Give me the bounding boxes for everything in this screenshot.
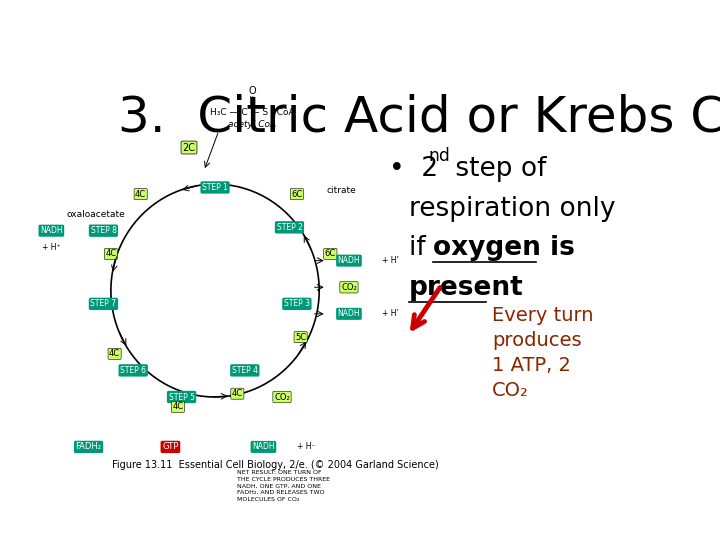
Text: H₃C — C — S   CoA: H₃C — C — S CoA: [210, 108, 294, 117]
Text: Figure 13.11  Essential Cell Biology, 2/e. (© 2004 Garland Science): Figure 13.11 Essential Cell Biology, 2/e…: [112, 460, 439, 470]
Text: STEP 6: STEP 6: [120, 366, 146, 375]
Text: 6C: 6C: [292, 190, 302, 199]
Text: Every turn
produces
1 ATP, 2
CO₂: Every turn produces 1 ATP, 2 CO₂: [492, 306, 593, 400]
Text: 5C: 5C: [295, 333, 306, 342]
Text: oxaloacetate: oxaloacetate: [66, 210, 125, 219]
Text: 4C: 4C: [109, 349, 120, 358]
Text: STEP 5: STEP 5: [168, 393, 194, 402]
Text: + H⁺: + H⁺: [42, 243, 60, 252]
Text: 4C: 4C: [105, 249, 117, 259]
Text: + H’: + H’: [382, 309, 400, 319]
Text: STEP 3: STEP 3: [284, 299, 310, 308]
Text: STEP 4: STEP 4: [232, 366, 258, 375]
Text: 4C: 4C: [135, 190, 146, 199]
Text: if: if: [409, 235, 434, 261]
Text: STEP 2: STEP 2: [276, 223, 302, 232]
Text: GTP: GTP: [162, 442, 179, 451]
Text: 4C: 4C: [232, 389, 243, 398]
Text: respiration only: respiration only: [409, 196, 616, 222]
Text: citrate: citrate: [327, 186, 356, 195]
Text: nd: nd: [428, 147, 451, 165]
Text: O: O: [248, 86, 256, 96]
Text: NET RESULT: ONE TURN OF
THE CYCLE PRODUCES THREE
NADH, ONE GTP, AND ONE
FADH₂, A: NET RESULT: ONE TURN OF THE CYCLE PRODUC…: [238, 470, 330, 502]
Text: 2C: 2C: [182, 143, 196, 152]
Text: 4C: 4C: [172, 402, 184, 411]
Text: CO₂: CO₂: [341, 283, 357, 292]
Text: STEP 1: STEP 1: [202, 183, 228, 192]
Text: 3.  Citric Acid or Krebs Cylce: 3. Citric Acid or Krebs Cylce: [118, 94, 720, 142]
Text: + H’: + H’: [382, 256, 400, 265]
Text: NADH: NADH: [338, 309, 360, 319]
Text: NADH: NADH: [252, 442, 275, 451]
Text: present: present: [409, 275, 524, 301]
Text: 6C: 6C: [325, 249, 336, 259]
Text: oxygen is: oxygen is: [433, 235, 575, 261]
Text: STEP 7: STEP 7: [91, 299, 117, 308]
Text: NADH: NADH: [40, 226, 63, 235]
Text: FADH₂: FADH₂: [76, 442, 102, 451]
Text: STEP 8: STEP 8: [91, 226, 117, 235]
Text: •  2: • 2: [389, 156, 438, 183]
Text: acetyl CoA: acetyl CoA: [228, 120, 276, 129]
Text: NADH: NADH: [338, 256, 360, 265]
Text: step of: step of: [447, 156, 546, 183]
Text: + H⁻: + H⁻: [297, 442, 315, 451]
Text: ||: ||: [249, 96, 256, 106]
Text: CO₂: CO₂: [274, 393, 290, 402]
